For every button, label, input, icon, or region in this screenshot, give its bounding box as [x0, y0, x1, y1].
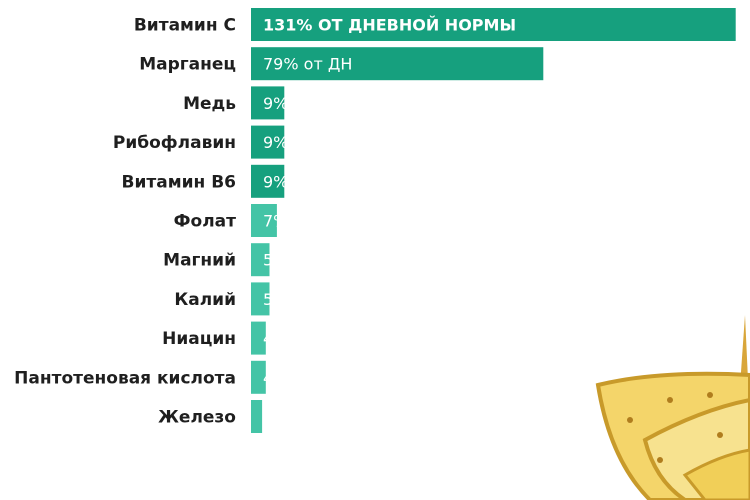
bar-3	[251, 86, 285, 120]
category-label: Рибофлавин	[113, 133, 236, 153]
bar-10	[251, 360, 266, 394]
category-label: Медь	[183, 94, 236, 114]
bar-11	[251, 400, 263, 433]
bar-2	[251, 47, 544, 81]
category-label: Магний	[163, 251, 236, 271]
value-label: 9% от ДН	[263, 133, 342, 152]
category-label: Пантотеновая кислота	[14, 368, 236, 388]
pineapple-slice-icon	[595, 315, 750, 500]
value-label: 79% от ДН	[263, 55, 352, 74]
value-label: 5% от ДН	[263, 290, 342, 309]
bar-4	[251, 125, 285, 159]
bar-8	[251, 282, 270, 316]
value-label: 9% от ДН	[263, 172, 342, 191]
value-label: 131% ОТ ДНЕВНОЙ НОРМЫ	[263, 16, 516, 35]
value-label: 9% от ДН	[263, 94, 342, 113]
bar-7	[251, 243, 270, 277]
value-label: 4% от ДН	[263, 329, 342, 348]
value-label: 7% от ДН	[263, 212, 342, 231]
bar-9	[251, 321, 266, 355]
value-label: 4% от ДН	[263, 368, 342, 387]
value-label: 3% от ДН	[263, 408, 342, 427]
value-label: 5% от ДН	[263, 251, 342, 270]
category-label: Ниацин	[162, 329, 236, 349]
category-label: Витамин В6	[122, 172, 236, 192]
bar-6	[251, 204, 277, 237]
category-label: Фолат	[174, 212, 236, 232]
category-label: Витамин С	[134, 16, 236, 36]
category-label: Калий	[174, 290, 236, 310]
category-label: Железо	[158, 408, 236, 428]
category-label: Марганец	[139, 55, 236, 75]
bar-1	[251, 8, 736, 41]
bar-5	[251, 164, 285, 198]
